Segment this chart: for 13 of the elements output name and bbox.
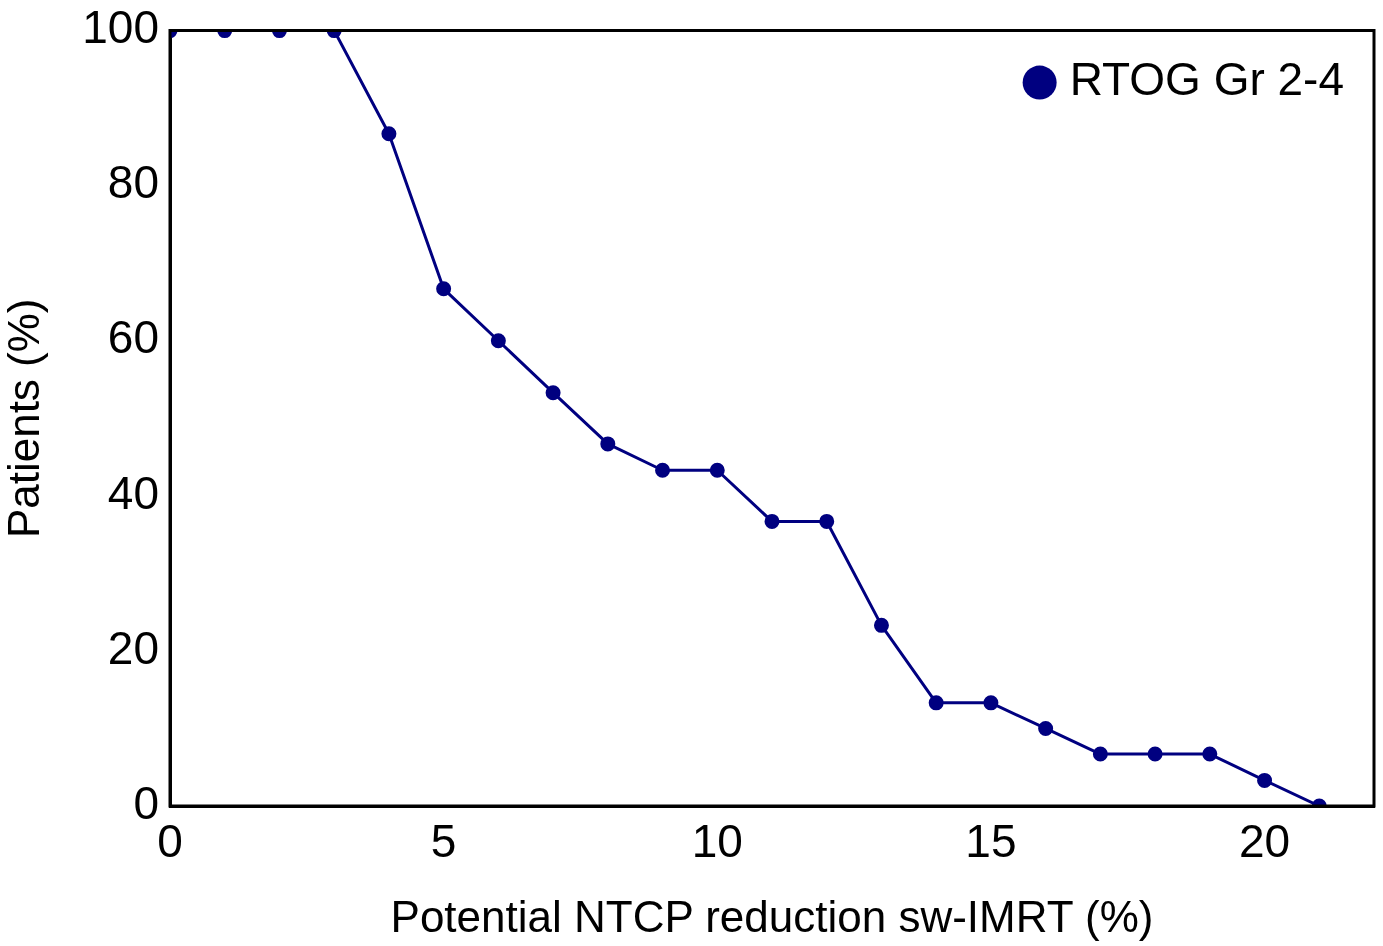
y-tick-label: 20 (107, 621, 159, 674)
y-tick-label: 0 (133, 776, 159, 829)
x-tick-label: 5 (430, 815, 457, 868)
x-tick-label: 10 (691, 815, 743, 868)
x-axis-title: Potential NTCP reduction sw-IMRT (%) (390, 891, 1154, 941)
legend-label: RTOG Gr 2-4 (1069, 53, 1345, 106)
y-tick-label: 40 (107, 466, 159, 519)
x-tick-label: 20 (1238, 815, 1291, 868)
x-tick-label: 15 (965, 815, 1017, 868)
y-tick-label: 80 (107, 156, 159, 209)
y-tick-label: 100 (82, 1, 159, 54)
y-axis-title: Patients (%) (0, 298, 48, 539)
y-tick-label: 60 (107, 311, 159, 364)
